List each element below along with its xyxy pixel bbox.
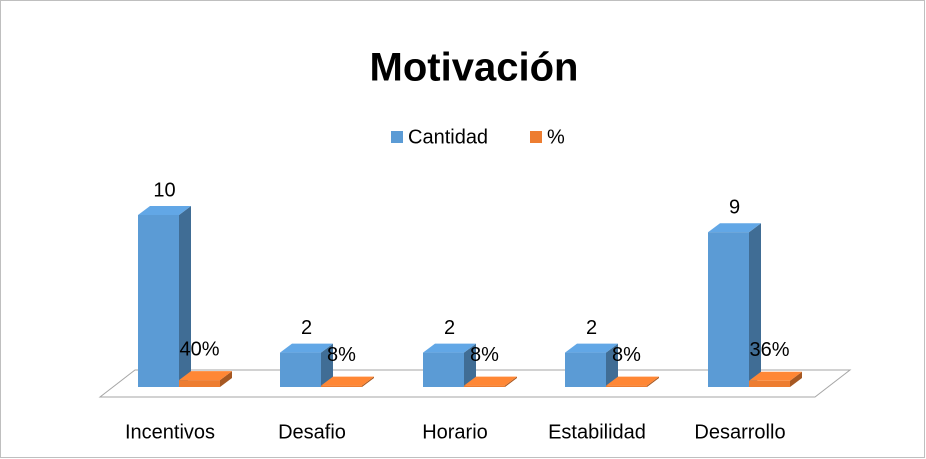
bar [138,215,179,387]
data-label: 9 [729,196,740,218]
legend-swatch [530,131,542,143]
bar-side [606,343,618,387]
chart-title: Motivación [370,46,579,90]
bar-side [647,376,659,387]
bar-top [138,206,191,215]
bar [179,380,220,387]
bar-side [790,371,802,387]
x-tick-label: Incentivos [125,421,215,443]
legend-swatch [391,131,403,143]
x-tick-label: Estabilidad [548,421,646,443]
bar-top [280,343,333,353]
bar-top [179,371,232,381]
data-label: 8% [470,344,499,366]
bar [280,352,321,387]
bar-top [321,376,374,386]
x-tick-label: Horario [422,421,488,443]
bar-top [464,376,517,386]
data-label: 2 [444,317,455,339]
bar [708,232,749,387]
bar-top [606,376,659,386]
legend-label: Cantidad [408,126,488,148]
bar-top [423,343,476,353]
data-label: 10 [153,179,175,201]
x-tick-label: Desafio [278,421,346,443]
bar-side [505,376,517,387]
bar-side [362,376,374,387]
bar-side [220,371,232,387]
legend-label: % [547,126,565,148]
data-label: 36% [749,339,789,361]
data-label: 40% [179,338,219,360]
bar [464,385,505,387]
bar-side [749,223,761,387]
bar [749,380,790,387]
bar-top [708,223,761,233]
bar-side [179,206,191,387]
bar-top [565,343,618,353]
bar [565,352,606,387]
data-label: 8% [612,344,641,366]
bar-side [321,343,333,387]
x-tick-label: Desarrollo [694,421,785,443]
data-label: 8% [327,344,356,366]
bar-top [749,371,802,381]
bar [321,385,362,387]
bar [423,352,464,387]
data-label: 2 [301,317,312,339]
bar [606,385,647,387]
data-label: 2 [586,317,597,339]
bar-side [464,343,476,387]
